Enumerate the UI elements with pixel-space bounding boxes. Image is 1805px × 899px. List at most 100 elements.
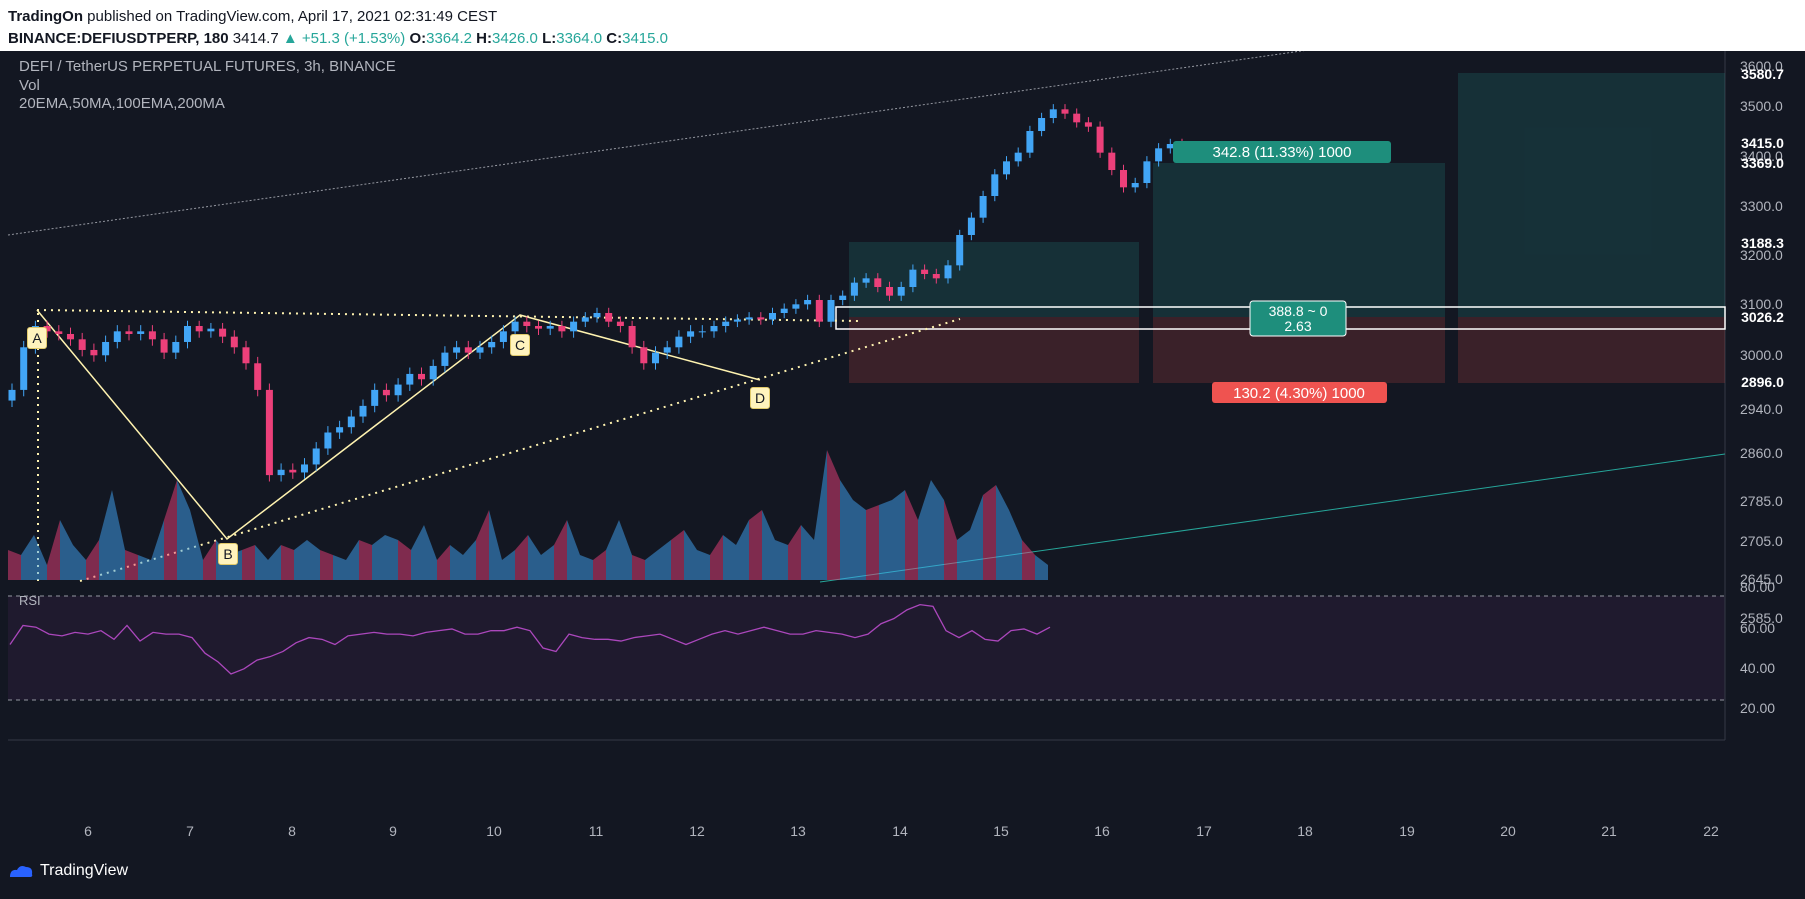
volume-segment — [567, 520, 580, 580]
volume-segment — [307, 540, 320, 580]
candle-body — [1084, 122, 1092, 127]
candle-body — [593, 313, 601, 318]
volume-segment — [463, 540, 476, 580]
stop-label: 130.2 (4.30%) 1000 — [1233, 385, 1365, 402]
candle-body — [113, 331, 121, 342]
price-tick-label: 3500.0 — [1740, 98, 1783, 114]
volume-segment — [164, 480, 177, 580]
candle-body — [78, 339, 86, 350]
stop-zone-3[interactable] — [1458, 317, 1725, 383]
candle-body — [207, 328, 215, 332]
volume-segment — [736, 520, 749, 580]
candle-body — [1026, 131, 1034, 153]
candle-body — [979, 196, 987, 218]
volume-segment — [996, 485, 1009, 580]
ma-legend[interactable]: 20EMA,50MA,100EMA,200MA — [19, 95, 225, 112]
volume-segment — [99, 490, 112, 580]
candle-body — [137, 331, 145, 334]
target-zone-2[interactable] — [1153, 163, 1445, 317]
target-zone-3[interactable] — [1458, 73, 1725, 317]
publisher-name[interactable]: TradingOn — [8, 8, 83, 25]
volume-segment — [359, 540, 372, 580]
volume-segment — [801, 525, 814, 580]
candle-body — [160, 339, 168, 353]
candle-body — [511, 321, 519, 332]
volume-segment — [645, 550, 658, 580]
ratio-top-label: 388.8 ~ 0 — [1269, 303, 1328, 319]
candle-body — [628, 326, 636, 348]
volume-segment — [320, 550, 333, 580]
volume-segment — [827, 450, 840, 580]
symbol-name: BINANCE:DEFIUSDTPERP, 180 — [8, 30, 229, 47]
volume-segment — [125, 550, 138, 580]
candle-body — [254, 363, 262, 390]
candle-body — [499, 331, 507, 342]
candle-body — [359, 405, 367, 417]
candle-body — [8, 389, 16, 401]
volume-segment — [268, 545, 281, 580]
volume-segment — [749, 510, 762, 580]
rsi-tick-label: 60.00 — [1740, 620, 1775, 636]
time-tick-label: 7 — [186, 823, 194, 839]
price-tick-label: 3300.0 — [1740, 198, 1783, 214]
volume-segment — [203, 540, 216, 580]
candle-body — [195, 326, 203, 332]
chart-title[interactable]: DEFI / TetherUS PERPETUAL FUTURES, 3h, B… — [19, 58, 396, 75]
candle-body — [652, 352, 659, 364]
time-tick-label: 13 — [790, 823, 806, 839]
candle-body — [1166, 144, 1174, 149]
candle-body — [722, 321, 730, 326]
volume-segment — [658, 540, 671, 580]
ohlc-line: BINANCE:DEFIUSDTPERP, 180 3414.7 ▲ +51.3… — [8, 30, 668, 47]
price-tick-label: 3000.0 — [1740, 347, 1783, 363]
volume-segment — [346, 540, 359, 580]
candle-body — [815, 300, 823, 322]
publish-line: TradingOn published on TradingView.com, … — [8, 8, 497, 25]
candle-body — [769, 313, 776, 320]
volume-segment — [112, 490, 125, 580]
close-value: 3415.0 — [622, 30, 669, 47]
candle-body — [55, 331, 63, 334]
price-axis[interactable]: 3600.0 3500.0 3400.0 3300.0 3200.0 3100.0 3000… — [1740, 58, 1783, 626]
candle-body — [710, 326, 718, 332]
published-text: published on TradingView.com, April 17, … — [87, 8, 498, 25]
candle-body — [20, 347, 28, 390]
time-tick-label: 8 — [288, 823, 296, 839]
volume-segment — [866, 505, 879, 580]
candle-body — [406, 373, 414, 385]
volume-segment — [60, 520, 73, 580]
target-zone-1[interactable] — [849, 242, 1139, 317]
tradingview-logo[interactable]: TradingView — [8, 862, 128, 880]
time-tick-label: 10 — [486, 823, 502, 839]
volume-segment — [21, 535, 34, 580]
abcd-pattern[interactable] — [36, 309, 761, 541]
rsi-band — [8, 596, 1725, 700]
footer: TradingView — [0, 847, 1805, 899]
rsi-series — [9, 603, 1051, 675]
candle-body — [1155, 148, 1163, 162]
upper-trend-line[interactable] — [7, 51, 1322, 236]
volume-segment — [970, 495, 983, 580]
time-axis[interactable]: 6 7 8 9 10 11 12 13 14 15 16 17 18 19 20 21 22 — [84, 823, 1719, 839]
vol-legend[interactable]: Vol — [19, 77, 40, 94]
time-tick-label: 22 — [1703, 823, 1719, 839]
volume-segment — [47, 520, 60, 580]
candle-body — [148, 331, 156, 340]
candle-body — [862, 278, 870, 283]
candle-body — [792, 304, 800, 309]
candle-body — [909, 269, 917, 287]
price-chart[interactable]: 6 7 8 9 10 11 12 13 14 15 16 17 18 19 20 21 22 3600.0 350… — [0, 51, 1805, 847]
volume-segment — [762, 510, 775, 580]
time-tick-label: 12 — [689, 823, 705, 839]
candle-body — [1073, 113, 1081, 123]
candle-body — [488, 341, 496, 348]
high-label: H: — [476, 30, 492, 47]
stop-zone-1[interactable] — [849, 317, 1139, 383]
candle-body — [336, 427, 344, 433]
volume-segment — [372, 535, 385, 580]
candle-body — [453, 347, 461, 353]
volume-segment — [177, 480, 190, 580]
rsi-legend[interactable]: RSI — [19, 593, 41, 608]
candle-body — [324, 432, 332, 449]
candle-body — [289, 469, 297, 473]
